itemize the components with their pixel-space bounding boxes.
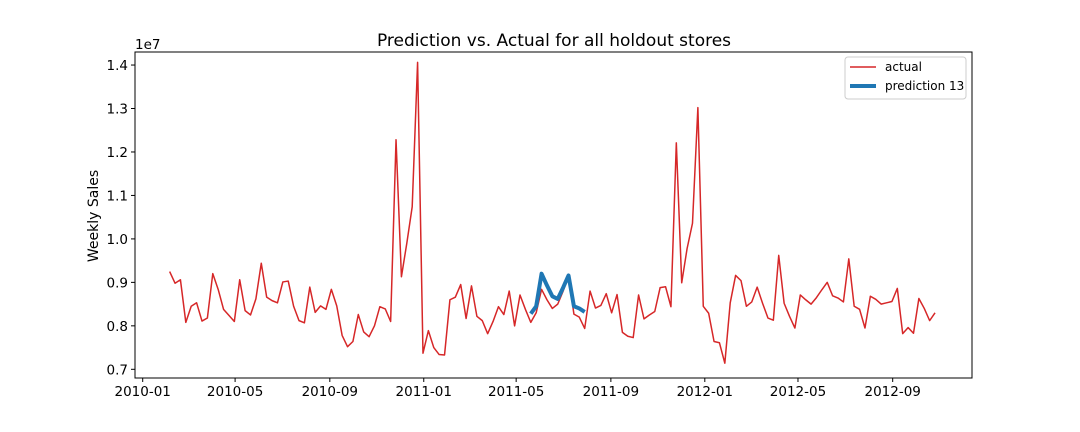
chart-title: Prediction vs. Actual for all holdout st… xyxy=(377,31,731,51)
y-offset-label: 1e7 xyxy=(135,37,160,53)
x-tick-label: 2011-09 xyxy=(583,384,639,400)
legend: actual prediction 13 xyxy=(844,56,967,100)
legend-label-prediction: prediction 13 xyxy=(885,79,964,93)
series-line-prediction xyxy=(529,271,586,315)
y-tick-label: 0.8 xyxy=(107,319,128,335)
x-tick-label: 2011-01 xyxy=(396,384,452,400)
y-axis: 0.7 0.8 0.9 1.0 1.1 1.2 1.3 1.4 xyxy=(107,58,135,378)
y-tick-label: 1.4 xyxy=(107,58,128,74)
y-tick-label: 1.1 xyxy=(107,188,128,204)
series-line-actual xyxy=(168,61,936,364)
y-tick-label: 1.2 xyxy=(107,145,128,161)
x-tick-label: 2012-09 xyxy=(864,384,920,400)
x-tick-label: 2010-05 xyxy=(207,384,263,400)
y-tick-label: 0.7 xyxy=(107,362,128,378)
y-axis-label: Weekly Sales xyxy=(86,170,102,262)
y-tick-label: 1.3 xyxy=(107,102,128,118)
x-tick-label: 2010-09 xyxy=(302,384,358,400)
x-axis: 2010-01 2010-05 2010-09 2011-01 2011-05 2011-… xyxy=(114,378,921,400)
y-tick-label: 0.9 xyxy=(107,275,128,291)
x-tick-label: 2012-05 xyxy=(770,384,826,400)
plot-frame xyxy=(134,51,973,379)
x-tick-label: 2010-01 xyxy=(114,384,170,400)
y-tick-label: 1.0 xyxy=(107,232,128,248)
plot-area xyxy=(168,61,936,364)
x-tick-label: 2012-01 xyxy=(677,384,733,400)
legend-label-actual: actual xyxy=(885,60,922,74)
x-tick-label: 2011-05 xyxy=(488,384,544,400)
